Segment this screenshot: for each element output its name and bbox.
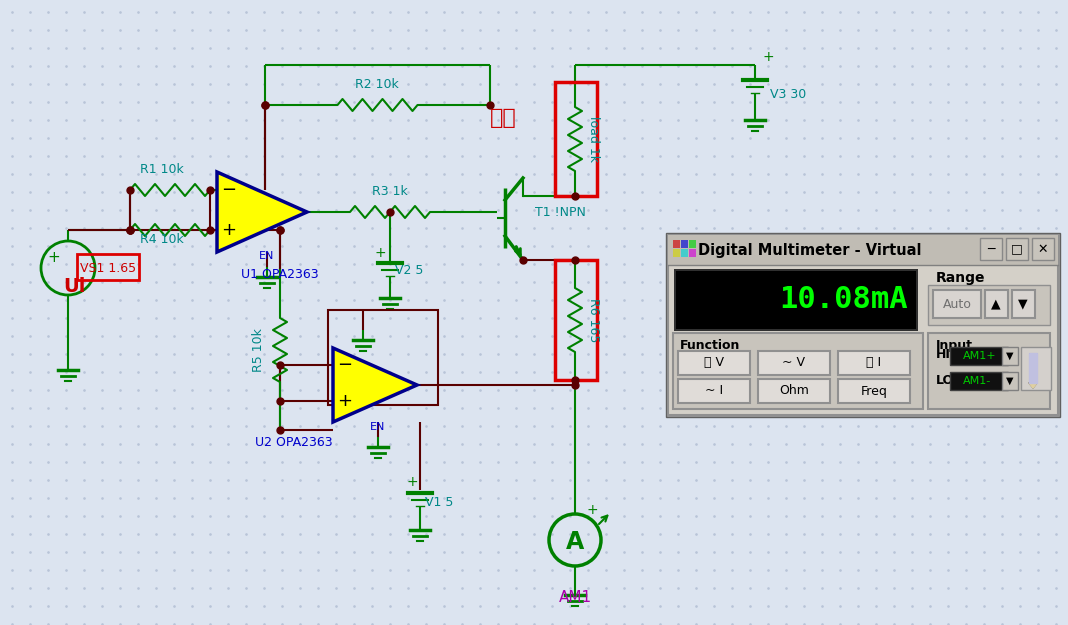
Bar <box>678 351 750 375</box>
Bar <box>673 249 680 257</box>
Text: V3 30: V3 30 <box>770 89 806 101</box>
Bar <box>555 260 597 380</box>
Text: Digital Multimeter - Virtual: Digital Multimeter - Virtual <box>698 244 922 259</box>
Text: R1 10k: R1 10k <box>140 163 184 176</box>
Text: 负载: 负载 <box>490 108 517 128</box>
Text: load 1k: load 1k <box>587 116 600 162</box>
Bar <box>678 379 750 403</box>
Bar <box>838 379 910 403</box>
Polygon shape <box>333 348 417 422</box>
Text: Freq: Freq <box>861 384 888 398</box>
Text: R4 10k: R4 10k <box>140 233 184 246</box>
Bar <box>676 271 916 329</box>
Bar <box>1021 347 1051 390</box>
Bar <box>555 82 597 196</box>
Text: ⎍ V: ⎍ V <box>704 356 724 369</box>
Text: R6 165: R6 165 <box>587 298 600 343</box>
Text: AM1: AM1 <box>559 590 592 605</box>
Text: T1 !NPN: T1 !NPN <box>535 206 586 219</box>
Text: LO: LO <box>936 374 954 386</box>
Bar <box>838 351 910 375</box>
Text: +: + <box>337 392 352 410</box>
Bar <box>1012 290 1035 318</box>
Text: VS1 1.65: VS1 1.65 <box>80 262 136 276</box>
Bar <box>681 249 688 257</box>
Text: Range: Range <box>936 271 986 285</box>
Bar <box>328 310 438 405</box>
Text: ⎍ I: ⎍ I <box>866 356 881 369</box>
Text: AM1+: AM1+ <box>963 351 996 361</box>
Polygon shape <box>217 172 307 252</box>
Bar <box>928 285 1050 325</box>
Text: ~ I: ~ I <box>705 384 723 398</box>
FancyBboxPatch shape <box>666 233 1061 417</box>
Text: Auto: Auto <box>943 298 972 311</box>
Text: R2 10k: R2 10k <box>356 78 398 91</box>
Text: ─: ─ <box>987 242 994 256</box>
Text: −: − <box>221 181 237 199</box>
Text: U2 OPA2363: U2 OPA2363 <box>255 436 332 449</box>
Bar <box>689 240 696 248</box>
Bar <box>673 333 923 409</box>
Text: AM1-: AM1- <box>963 376 991 386</box>
Bar <box>933 290 981 318</box>
Text: +: + <box>374 246 386 260</box>
Bar <box>674 269 918 331</box>
Text: 10.08mA: 10.08mA <box>780 286 908 314</box>
Text: −: − <box>337 356 352 374</box>
Polygon shape <box>1028 383 1037 388</box>
Text: ✕: ✕ <box>1038 242 1049 256</box>
Text: +: + <box>587 503 599 517</box>
Bar <box>951 347 1008 365</box>
Text: U1 OPA2363: U1 OPA2363 <box>241 268 319 281</box>
Bar <box>985 290 1008 318</box>
Text: ~ V: ~ V <box>783 356 805 369</box>
Bar <box>689 249 696 257</box>
Text: ▼: ▼ <box>1006 376 1014 386</box>
Text: Ohm: Ohm <box>779 384 808 398</box>
Bar <box>1002 347 1018 365</box>
Bar <box>673 240 680 248</box>
Polygon shape <box>1028 353 1037 383</box>
Bar <box>928 333 1050 409</box>
Text: ▼: ▼ <box>1018 298 1027 311</box>
Text: +: + <box>406 475 418 489</box>
Bar <box>668 235 1058 415</box>
Text: V1 5: V1 5 <box>425 496 454 509</box>
Text: +: + <box>221 221 236 239</box>
Text: ▲: ▲ <box>991 298 1001 311</box>
Bar <box>668 235 1058 265</box>
Text: +: + <box>48 251 61 266</box>
Bar <box>758 351 830 375</box>
Text: Input: Input <box>936 339 973 352</box>
Bar <box>951 372 1008 390</box>
Text: HI: HI <box>936 349 951 361</box>
Bar <box>681 240 688 248</box>
Bar <box>1032 238 1054 260</box>
Text: V2 5: V2 5 <box>395 264 423 276</box>
Bar <box>1002 372 1018 390</box>
Text: ▼: ▼ <box>1006 351 1014 361</box>
Bar <box>758 379 830 403</box>
Text: +: + <box>763 50 774 64</box>
Text: R3 1k: R3 1k <box>372 185 408 198</box>
Text: A: A <box>566 530 584 554</box>
Text: Function: Function <box>680 339 740 352</box>
Text: □: □ <box>1011 242 1023 256</box>
Text: R5 10k: R5 10k <box>251 328 265 372</box>
Text: EN: EN <box>260 251 274 261</box>
Bar <box>1006 238 1028 260</box>
Bar <box>980 238 1002 260</box>
Text: Ui: Ui <box>63 276 85 296</box>
Text: EN: EN <box>371 422 386 432</box>
